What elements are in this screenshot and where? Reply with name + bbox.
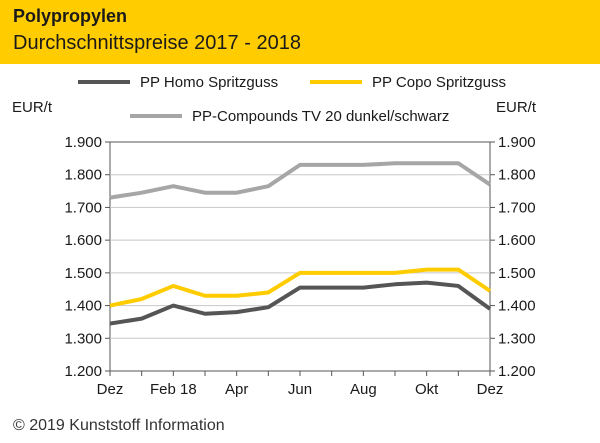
y-tick-label-right: 1.600 <box>498 232 536 249</box>
y-axis-label-left: EUR/t <box>12 99 53 116</box>
x-tick-label: Feb 18 <box>150 381 197 398</box>
plot-background <box>109 141 491 372</box>
copyright-footer: © 2019 Kunststoff Information <box>13 417 225 434</box>
y-tick-label-left: 1.600 <box>64 232 102 249</box>
x-axis: Dez Feb 18 Apr Jun Aug Okt Dez <box>97 371 504 398</box>
y-tick-label-right: 1.700 <box>498 199 536 216</box>
x-tick-label: Jun <box>288 381 312 398</box>
y-tick-label-left: 1.700 <box>64 199 102 216</box>
y-tick-label-right: 1.800 <box>498 167 536 184</box>
series-line-pp-homo <box>109 280 492 326</box>
y-axis-left: 1.200 1.300 1.400 1.500 1.600 1.700 1.800 1.900 <box>64 134 110 380</box>
series-lines <box>109 161 492 326</box>
header-banner: Polypropylen Durchschnittspreise 2017 - … <box>0 0 600 64</box>
legend-label-homo: PP Homo Spritzguss <box>140 74 278 91</box>
x-tick-label: Okt <box>415 381 439 398</box>
legend-label-copo: PP Copo Spritzguss <box>372 74 506 91</box>
y-tick-label-left: 1.500 <box>64 265 102 282</box>
y-tick-label-right: 1.400 <box>498 298 536 315</box>
x-tick-label: Apr <box>225 381 248 398</box>
x-tick-label: Dez <box>477 381 504 398</box>
y-tick-label-left: 1.800 <box>64 167 102 184</box>
y-tick-label-left: 1.300 <box>64 330 102 347</box>
y-tick-label-left: 1.200 <box>64 363 102 380</box>
chart-title: Polypropylen <box>13 6 128 26</box>
y-tick-label-right: 1.200 <box>498 363 536 380</box>
x-tick-label: Dez <box>97 381 124 398</box>
y-tick-label-right: 1.500 <box>498 265 536 282</box>
legend: PP Homo Spritzguss PP Copo Spritzguss PP… <box>78 74 506 125</box>
y-axis-right: 1.200 1.300 1.400 1.500 1.600 1.700 1.800 1.900 <box>490 134 536 380</box>
series-line-pp-copo <box>109 267 492 308</box>
line-chart: 1.200 1.300 1.400 1.500 1.600 1.700 1.800 1.900… <box>12 74 537 398</box>
y-tick-label-right: 1.900 <box>498 134 536 151</box>
y-axis-label-right: EUR/t <box>496 99 537 116</box>
series-line-pp-compounds <box>109 161 492 200</box>
y-tick-label-left: 1.900 <box>64 134 102 151</box>
y-tick-label-left: 1.400 <box>64 298 102 315</box>
y-tick-label-right: 1.300 <box>498 330 536 347</box>
x-tick-label: Aug <box>350 381 377 398</box>
legend-label-compounds: PP-Compounds TV 20 dunkel/schwarz <box>192 108 449 125</box>
chart-subtitle: Durchschnittspreise 2017 - 2018 <box>13 32 301 54</box>
